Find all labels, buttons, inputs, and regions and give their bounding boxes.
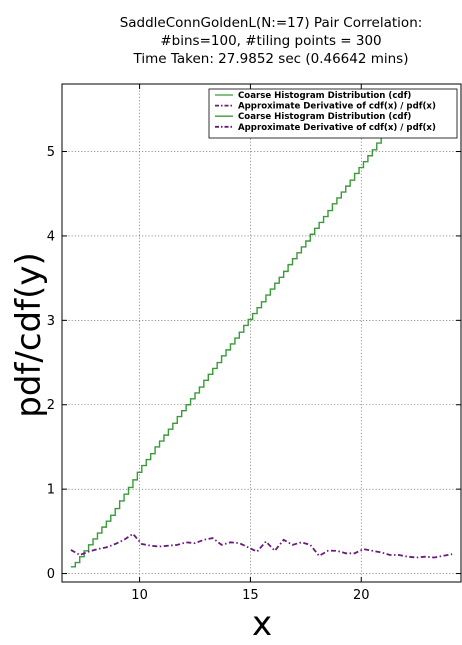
plot-frame [61, 83, 462, 583]
pdf-derivative-line [70, 532, 453, 559]
title-line-2: #bins=100, #tiling points = 300 [160, 33, 381, 49]
legend-label: Coarse Histogram Distribution (cdf) [238, 91, 411, 101]
legend: Coarse Histogram Distribution (cdf)Appro… [208, 88, 458, 139]
data-series [70, 100, 453, 568]
cdf-histogram-line [70, 100, 413, 568]
grid-lines [62, 84, 461, 582]
title-line-3: Time Taken: 27.9852 sec (0.46642 mins) [133, 51, 409, 67]
x-tick-label: 20 [353, 588, 370, 603]
y-tick-label: 0 [47, 567, 55, 582]
legend-box [208, 88, 458, 139]
y-tick-label: 2 [47, 398, 55, 413]
x-tick-label: 10 [131, 588, 148, 603]
y-axis-ticks: 0 1 2 3 4 5 [47, 145, 461, 582]
legend-label: Approximate Derivative of cdf(x) / pdf(x… [238, 123, 436, 133]
x-axis-ticks: 10 15 20 [131, 84, 370, 603]
x-tick-label: 15 [242, 588, 259, 603]
y-tick-label: 1 [47, 483, 55, 498]
x-axis-label: x [252, 604, 272, 644]
y-tick-label: 3 [47, 314, 55, 329]
y-tick-label: 5 [47, 145, 55, 160]
y-tick-label: 4 [47, 229, 55, 244]
y-axis-label: pdf/cdf(y) [9, 252, 49, 417]
legend-label: Approximate Derivative of cdf(x) / pdf(x… [238, 102, 436, 112]
chart-title: SaddleConnGoldenL(N:=17) Pair Correlatio… [120, 15, 423, 67]
legend-label: Coarse Histogram Distribution (cdf) [238, 112, 411, 122]
title-line-1: SaddleConnGoldenL(N:=17) Pair Correlatio… [120, 15, 423, 31]
